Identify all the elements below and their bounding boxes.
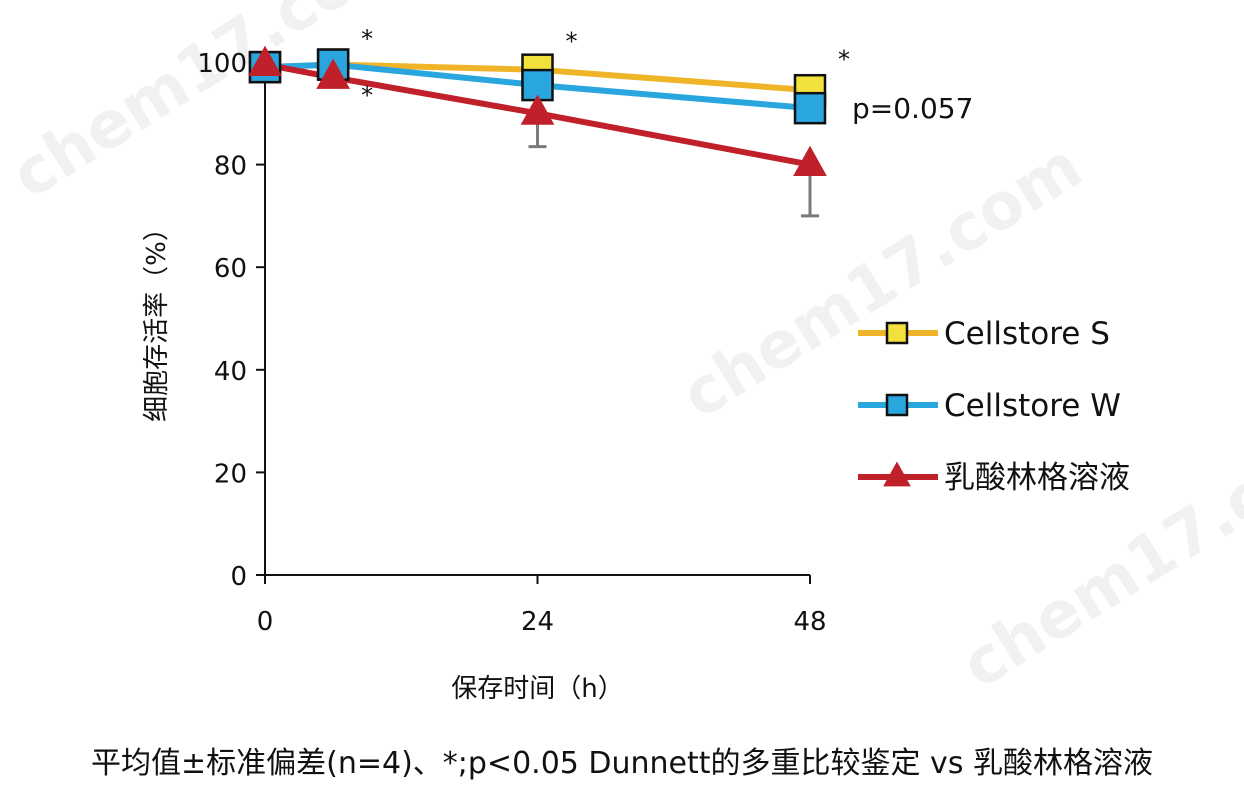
y-tick-label: 60 bbox=[214, 254, 247, 284]
legend-item: 乳酸林格溶液 bbox=[858, 460, 1130, 496]
data-point-square bbox=[793, 91, 827, 125]
legend-item: Cellstore W bbox=[858, 388, 1121, 424]
x-axis-title: 保存时间（h） bbox=[451, 674, 623, 704]
x-tick-label: 48 bbox=[793, 607, 826, 637]
data-point-triangle bbox=[793, 145, 827, 177]
significance-star: * bbox=[566, 27, 578, 55]
series-line bbox=[264, 61, 811, 168]
significance-star: * bbox=[838, 45, 850, 73]
watermark-text: chem17.com bbox=[949, 399, 1244, 703]
series-lines bbox=[264, 61, 811, 168]
y-tick-label: 40 bbox=[214, 357, 247, 387]
data-point-triangle bbox=[883, 461, 911, 487]
series-line bbox=[264, 61, 811, 112]
data-point-triangle bbox=[248, 45, 282, 77]
y-axis-title: 细胞存活率（%） bbox=[142, 215, 172, 422]
data-point-triangle bbox=[316, 58, 350, 89]
data-point-square bbox=[885, 321, 909, 345]
significance-star: * bbox=[361, 81, 373, 109]
legend: Cellstore S Cellstore W 乳酸林格溶液 bbox=[858, 316, 1130, 496]
y-tick-label: 80 bbox=[214, 152, 247, 182]
y-tick-label: 100 bbox=[197, 49, 247, 79]
caption: 平均值±标准偏差(n=4)、*;p<0.05 Dunnett的多重比较鉴定 vs… bbox=[91, 746, 1153, 781]
y-tick-label: 20 bbox=[214, 459, 247, 489]
data-point-square bbox=[885, 393, 909, 417]
annotations: ****p=0.057 bbox=[361, 25, 973, 125]
y-tick-label: 0 bbox=[230, 562, 247, 592]
significance-star: * bbox=[361, 25, 373, 53]
legend-label: Cellstore S bbox=[944, 316, 1110, 352]
axes: 0 20 40 60 80 100 0 24 48 保存时间（h） 细胞存活率（%） bbox=[142, 49, 827, 704]
p-value-label: p=0.057 bbox=[852, 92, 973, 125]
data-point-triangle bbox=[520, 94, 555, 125]
x-tick-label: 0 bbox=[257, 607, 274, 637]
legend-label: 乳酸林格溶液 bbox=[944, 460, 1130, 496]
legend-item: Cellstore S bbox=[858, 316, 1110, 352]
series-markers bbox=[248, 45, 827, 177]
x-tick-label: 24 bbox=[521, 607, 554, 637]
legend-label: Cellstore W bbox=[944, 388, 1121, 424]
